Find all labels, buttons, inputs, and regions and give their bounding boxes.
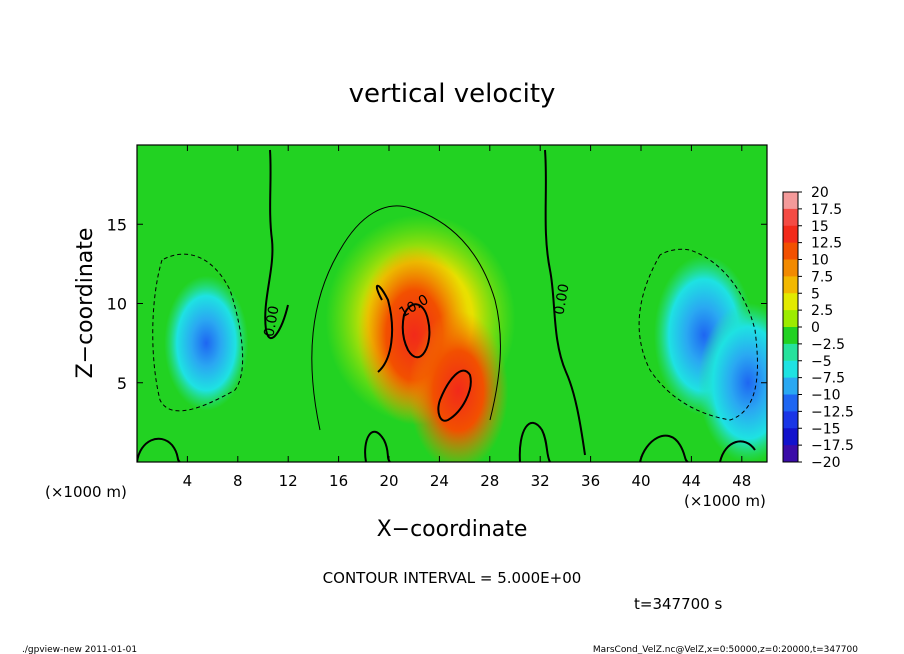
zero-contour-left xyxy=(264,149,289,339)
x-tick-label: 4 xyxy=(183,472,193,490)
contour-neg-right xyxy=(638,248,758,421)
x-tick-label: 24 xyxy=(430,472,449,490)
x-tick-label: 28 xyxy=(480,472,499,490)
plot-area: 0.00 10.0 0.00 xyxy=(137,145,767,462)
colorbar-label: −12.5 xyxy=(811,404,854,420)
colorbar-label: 7.5 xyxy=(811,269,833,285)
colorbar-swatch xyxy=(783,225,798,244)
contour-5-plume xyxy=(311,205,501,431)
contour-10-lower xyxy=(437,369,472,422)
contour-label-right: 0.00 xyxy=(551,283,572,316)
x-tick-label: 32 xyxy=(531,472,550,490)
colorbar-swatch xyxy=(783,377,798,395)
downdraft-region xyxy=(164,275,249,411)
colorbar-label: 17.5 xyxy=(811,202,842,218)
colorbar-label: −5 xyxy=(811,354,832,370)
colorbar-swatch xyxy=(783,394,798,412)
contour-bottom xyxy=(137,422,756,462)
contour-10-core xyxy=(375,284,431,373)
colorbar-label: −17.5 xyxy=(811,438,854,454)
x-tick-label: 44 xyxy=(682,472,701,490)
colorbar-label: 20 xyxy=(811,185,829,201)
colorbar-swatch xyxy=(783,428,798,446)
contour-lines xyxy=(137,149,758,462)
colorbar-swatch xyxy=(783,242,798,260)
colorbar-label: 12.5 xyxy=(811,236,842,252)
colorbar-label: −7.5 xyxy=(811,371,845,387)
footer-right: MarsCond_VelZ.nc@VelZ,x=0:50000,z=0:2000… xyxy=(593,645,858,654)
time-label: t=347700 s xyxy=(634,595,722,613)
colorbar-swatch xyxy=(783,411,798,429)
y-tick-label: 15 xyxy=(107,215,127,234)
zero-contour-right xyxy=(544,149,586,456)
x-tick-label: 20 xyxy=(379,472,398,490)
colorbar-swatch xyxy=(783,327,798,345)
colorbar: 2017.51512.5107.552.50−2.5−5−7.5−10−12.5… xyxy=(782,185,854,471)
x-tick-label: 16 xyxy=(329,472,348,490)
x-unit-left: (×1000 m) xyxy=(45,483,127,501)
colorbar-label: −20 xyxy=(811,455,841,471)
y-axis-label: Z−coordinate xyxy=(73,228,98,379)
colorbar-label: −15 xyxy=(811,421,841,437)
y-axis-ticks: 5 10 15 xyxy=(107,215,767,393)
colorbar-swatch xyxy=(783,276,798,294)
colorbar-swatch xyxy=(783,208,798,227)
colorbar-swatch xyxy=(783,360,798,379)
colorbar-swatch xyxy=(783,343,798,362)
x-axis-label: X−coordinate xyxy=(377,517,528,542)
updraft-region xyxy=(408,310,509,462)
y-tick-label: 10 xyxy=(107,295,127,314)
colorbar-swatch xyxy=(783,259,798,277)
y-tick-label: 5 xyxy=(117,374,127,393)
colorbar-label: −2.5 xyxy=(811,337,845,353)
x-axis-ticks: 4 8 12 16 20 24 28 32 36 40 44 48 xyxy=(183,145,751,490)
colorbar-label: 10 xyxy=(811,253,829,269)
colorbar-label: −10 xyxy=(811,388,841,404)
downdraft-region xyxy=(698,302,767,462)
contour-interval-note: CONTOUR INTERVAL = 5.000E+00 xyxy=(323,569,582,587)
x-tick-label: 8 xyxy=(233,472,243,490)
x-tick-label: 40 xyxy=(631,472,650,490)
x-unit-right: (×1000 m) xyxy=(684,492,766,510)
footer-left: ./gpview-new 2011-01-01 xyxy=(22,645,137,654)
colorbar-swatch xyxy=(783,445,798,463)
x-tick-label: 36 xyxy=(581,472,600,490)
x-tick-label: 12 xyxy=(279,472,298,490)
colorbar-label: 5 xyxy=(811,286,820,302)
colorbar-swatch xyxy=(783,293,798,311)
chart-title: vertical velocity xyxy=(349,79,556,109)
colorbar-swatch xyxy=(783,310,798,328)
contour-label-left: 0.00 xyxy=(261,305,282,338)
colorbar-label: 15 xyxy=(811,219,829,235)
colorbar-swatch xyxy=(783,192,798,210)
x-tick-label: 48 xyxy=(732,472,751,490)
colorbar-label: 2.5 xyxy=(811,303,833,319)
contour-neg-left xyxy=(152,253,244,412)
colorbar-label: 0 xyxy=(811,320,820,336)
